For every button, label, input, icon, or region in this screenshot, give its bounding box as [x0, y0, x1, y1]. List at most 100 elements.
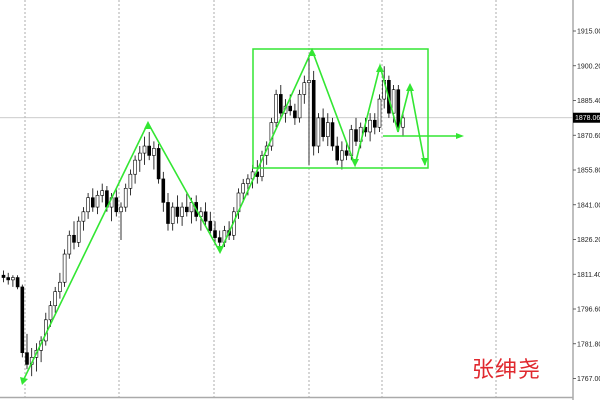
bear-candle-body — [161, 178, 166, 203]
current-price-label: 1878.06 — [575, 115, 600, 122]
bear-candle-body — [396, 89, 401, 128]
current-price-label-bg — [573, 112, 600, 123]
bull-candle-body — [152, 148, 156, 156]
bear-candle-body — [6, 277, 10, 281]
candle — [161, 171, 166, 212]
candle — [330, 117, 335, 151]
candle — [138, 146, 142, 172]
y-tick-label: 1767.00 — [577, 376, 600, 383]
bear-candle-body — [321, 117, 325, 137]
candle — [335, 136, 340, 165]
candle — [147, 131, 151, 161]
y-tick-label: 1826.20 — [577, 237, 600, 244]
candle — [156, 143, 161, 184]
bull-candle-body — [67, 234, 72, 255]
candle — [62, 249, 67, 287]
candle — [128, 169, 133, 196]
y-tick-label: 1870.60 — [577, 133, 600, 140]
bull-candle-body — [76, 220, 81, 243]
bear-candle-body — [1, 274, 6, 278]
candle — [354, 117, 358, 147]
candle — [67, 230, 72, 259]
candle — [175, 195, 180, 224]
candle — [203, 202, 208, 226]
candle — [302, 75, 307, 104]
y-tick-label: 1900.20 — [577, 63, 600, 70]
candle — [278, 85, 283, 118]
candle — [114, 188, 119, 217]
bull-candle-body — [246, 178, 250, 184]
arrow-head-up — [308, 48, 316, 56]
y-tick-label: 1811.40 — [577, 272, 600, 279]
candle — [133, 155, 137, 184]
bear-candle-body — [185, 206, 189, 213]
candle — [6, 272, 10, 285]
candle — [1, 270, 6, 283]
candle — [95, 190, 100, 215]
candle — [396, 85, 401, 132]
bear-candle-body — [311, 80, 316, 147]
bull-candle-body — [325, 122, 330, 137]
candle — [142, 136, 147, 165]
arrow-head-up — [376, 64, 384, 72]
arrow-head-down — [421, 158, 428, 166]
candle — [152, 141, 156, 170]
bull-candle-body — [62, 253, 67, 283]
candle — [53, 286, 58, 313]
y-tick-label: 1885.40 — [577, 98, 600, 105]
bull-candle-body — [133, 159, 137, 175]
candle — [119, 202, 123, 240]
candle — [58, 272, 62, 299]
candle — [269, 117, 274, 151]
candle — [213, 221, 217, 245]
bull-candle-body — [138, 152, 142, 161]
candle — [377, 94, 382, 132]
bear-candle-body — [25, 352, 29, 365]
bull-candle-body — [128, 173, 133, 189]
candle — [368, 113, 372, 142]
bull-candle-body — [401, 117, 405, 128]
candle — [11, 275, 15, 287]
candle — [34, 343, 39, 372]
bull-candle-body — [58, 281, 62, 292]
candle — [274, 89, 278, 128]
bear-candle-body — [354, 129, 358, 142]
y-tick-label: 1781.80 — [577, 341, 600, 348]
bull-candle-body — [302, 82, 307, 95]
bull-candle-body — [340, 150, 344, 161]
bear-candle-body — [217, 237, 222, 243]
arrow-head-up — [144, 121, 152, 129]
candle — [307, 56, 311, 165]
bull-candle-body — [86, 197, 90, 213]
bull-candle-body — [119, 206, 123, 213]
candle — [43, 312, 48, 346]
bear-candle-body — [372, 119, 377, 128]
bear-candle-body — [208, 220, 213, 231]
bull-candle-body — [316, 117, 321, 147]
bull-candle-body — [48, 305, 53, 321]
bull-candle-body — [180, 206, 184, 217]
bear-candle-body — [175, 206, 180, 217]
bull-candle-body — [142, 145, 147, 154]
bull-candle-body — [241, 183, 245, 194]
candle — [76, 216, 81, 248]
bull-candle-body — [100, 190, 104, 196]
candle — [100, 183, 104, 203]
bear-candle-body — [278, 94, 283, 114]
bull-candle-body — [53, 291, 58, 307]
bull-candle-body — [11, 277, 15, 281]
candle — [208, 211, 213, 236]
candle — [81, 207, 86, 231]
arrow-head-down — [351, 159, 359, 167]
bear-candle-body — [335, 145, 340, 161]
bull-candle-body — [377, 98, 382, 128]
y-tick-label: 1796.60 — [577, 307, 600, 314]
candle — [123, 183, 128, 212]
bear-candle-body — [91, 197, 95, 208]
candle — [260, 150, 264, 182]
candle — [185, 193, 189, 217]
arrow-head-down — [20, 377, 28, 385]
y-tick-label: 1855.80 — [577, 168, 600, 175]
